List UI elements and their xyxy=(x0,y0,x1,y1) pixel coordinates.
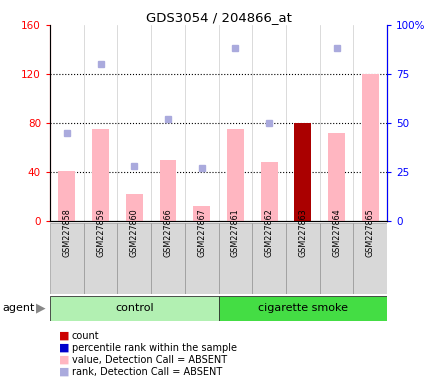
Text: rank, Detection Call = ABSENT: rank, Detection Call = ABSENT xyxy=(72,367,221,377)
Bar xyxy=(286,223,319,294)
Bar xyxy=(218,223,252,294)
Bar xyxy=(151,223,184,294)
Bar xyxy=(50,223,83,294)
Bar xyxy=(327,133,344,221)
Text: count: count xyxy=(72,331,99,341)
Bar xyxy=(58,170,75,221)
Text: GSM227858: GSM227858 xyxy=(62,208,71,257)
Bar xyxy=(159,160,176,221)
Text: ■: ■ xyxy=(59,343,69,353)
Bar xyxy=(294,123,311,221)
Text: control: control xyxy=(115,303,153,313)
Bar xyxy=(319,223,353,294)
Bar xyxy=(117,223,151,294)
Bar xyxy=(260,162,277,221)
Text: GSM227865: GSM227865 xyxy=(365,208,374,257)
Text: GSM227864: GSM227864 xyxy=(331,208,340,257)
Title: GDS3054 / 204866_at: GDS3054 / 204866_at xyxy=(145,11,291,24)
Bar xyxy=(84,223,117,294)
Text: ■: ■ xyxy=(59,331,69,341)
Bar xyxy=(353,223,386,294)
Text: ■: ■ xyxy=(59,367,69,377)
Text: GSM227866: GSM227866 xyxy=(163,208,172,257)
Text: cigarette smoke: cigarette smoke xyxy=(257,303,347,313)
Bar xyxy=(252,223,286,294)
Text: GSM227860: GSM227860 xyxy=(129,208,138,257)
Text: GSM227862: GSM227862 xyxy=(264,208,273,257)
Text: GSM227863: GSM227863 xyxy=(298,208,307,257)
Bar xyxy=(193,206,210,221)
Text: value, Detection Call = ABSENT: value, Detection Call = ABSENT xyxy=(72,355,227,365)
Bar xyxy=(125,194,142,221)
Bar xyxy=(50,296,218,321)
Text: GSM227861: GSM227861 xyxy=(230,208,240,257)
Text: ▶: ▶ xyxy=(36,302,46,315)
Bar xyxy=(361,74,378,221)
Text: agent: agent xyxy=(2,303,34,313)
Text: GSM227859: GSM227859 xyxy=(96,208,105,257)
Bar xyxy=(92,129,109,221)
Text: percentile rank within the sample: percentile rank within the sample xyxy=(72,343,236,353)
Text: ■: ■ xyxy=(59,355,69,365)
Text: GSM227867: GSM227867 xyxy=(197,208,206,257)
Bar xyxy=(227,129,243,221)
Bar xyxy=(218,296,386,321)
Bar xyxy=(184,223,218,294)
